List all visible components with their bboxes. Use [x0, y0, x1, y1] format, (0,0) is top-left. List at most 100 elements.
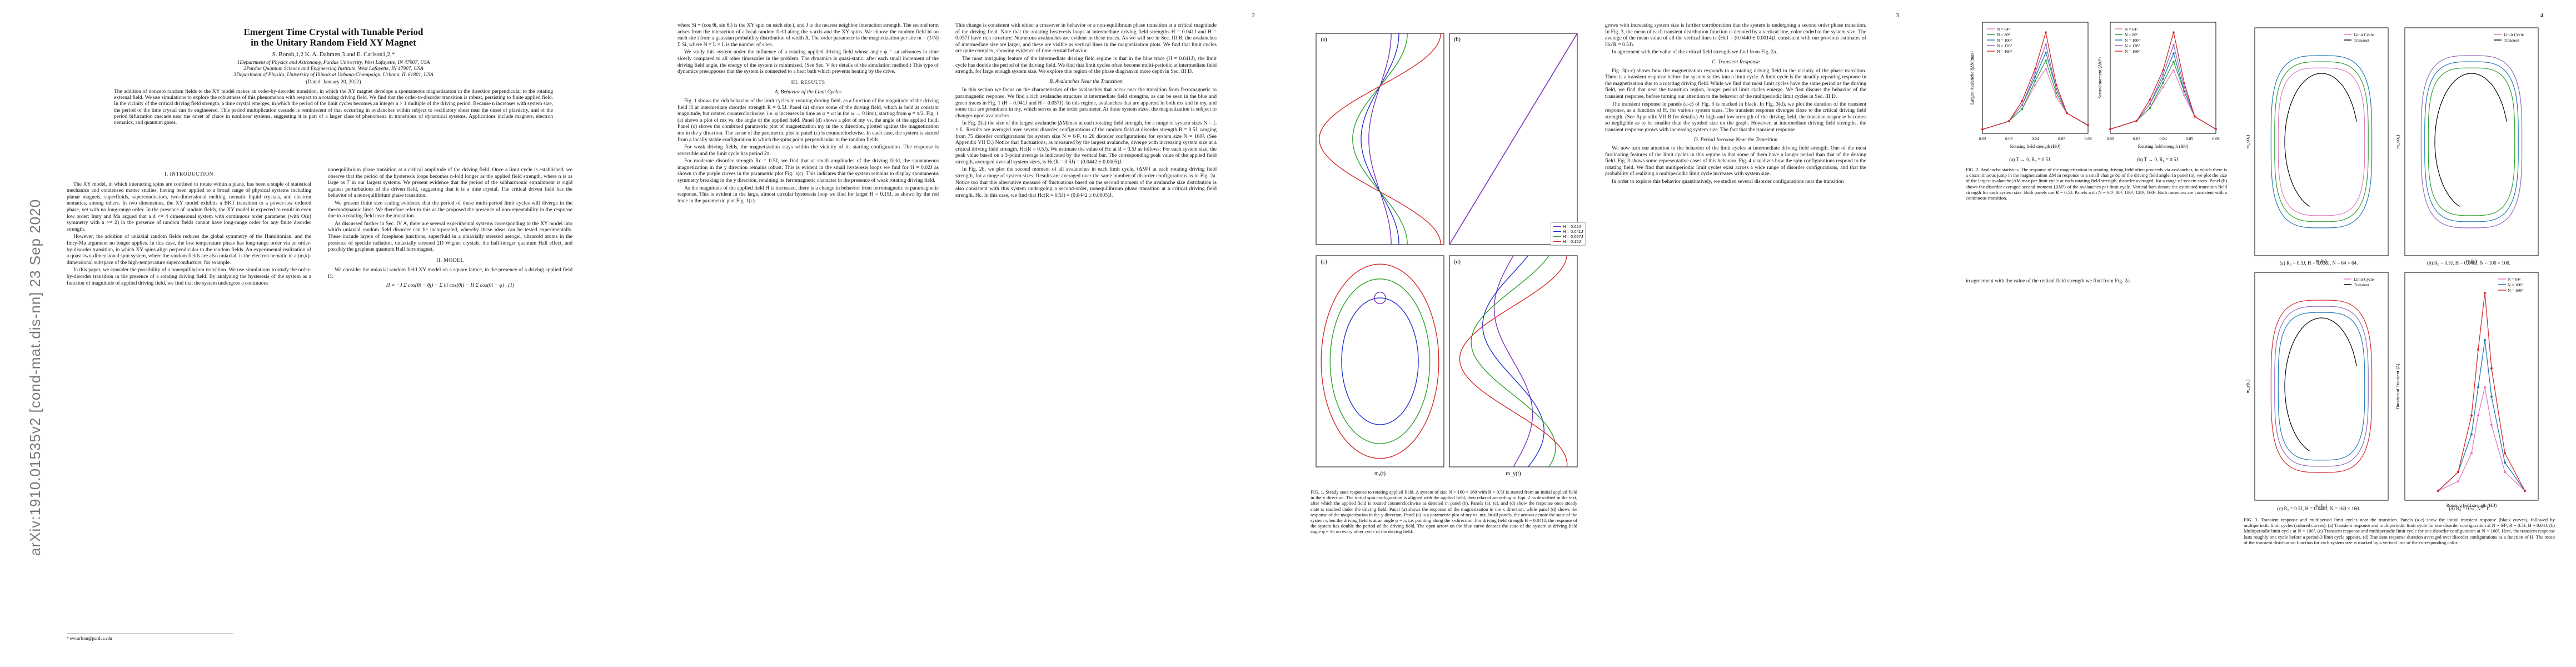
paragraph: The most intriguing feature of the inter…	[955, 55, 1217, 75]
legend-label: Limit Cycle	[2504, 32, 2524, 37]
affiliations: 1Department of Physics and Astronomy, Pu…	[233, 60, 434, 78]
series-line	[1982, 51, 2089, 130]
figure-3-caption: FIG. 3. Transient response and multiperi…	[2244, 517, 2555, 545]
data-point	[2194, 115, 2196, 118]
data-point	[2135, 120, 2138, 122]
figure-3-panel-frame	[2254, 272, 2389, 501]
tick-label: 0.03	[2005, 136, 2012, 141]
figure-3b-label: (b) R₀ = 0.5J, H = 0.040J, N = 100 × 100…	[2427, 260, 2510, 266]
figure-2-caption: FIG. 2. Avalanche statistics. The respon…	[1966, 167, 2227, 201]
x-axis-label: Rotating field strength (H/J)	[2010, 144, 2061, 149]
data-point	[2162, 82, 2164, 84]
data-point	[2007, 120, 2010, 122]
figure-1-caption: FIG. 1. Steady state response to rotatin…	[1311, 489, 1577, 535]
series-line	[2438, 293, 2525, 491]
tick-label: 0.05	[2058, 136, 2065, 141]
page-3: 3 (a) (b) (c) (d) mₓ(t) m_y(t) H = 0.02J H = …	[1288, 0, 1932, 667]
legend-label: Transient	[2354, 282, 2370, 287]
legend-label: N = 100²	[2508, 282, 2523, 287]
legend-label: N = 64²	[1997, 27, 2010, 32]
limit-cycle-line	[2428, 67, 2515, 216]
data-point	[2162, 69, 2164, 72]
figure-2-panel-frame	[1982, 22, 2089, 134]
subsection-heading: A. Behavior of the Limit Cycles	[774, 89, 842, 96]
series-line	[1471, 255, 1556, 467]
data-point	[2066, 112, 2068, 115]
series-line	[1982, 59, 2089, 130]
data-point	[2162, 86, 2164, 88]
section-heading: II. MODEL	[436, 257, 464, 263]
paragraph: For weak driving fields, the magnetizati…	[677, 144, 939, 157]
y-axis-label: Largest Avalanche ⟨|ΔM|max⟩	[1970, 51, 1975, 105]
subsection-heading: C. Transient Response	[1711, 58, 1760, 65]
paragraph: in agreement with the value of the criti…	[1966, 278, 2131, 284]
legend-label: N = 160²	[2508, 288, 2523, 293]
paragraph: In Fig. 2(a) the size of the largest ava…	[955, 120, 1217, 165]
series-line	[1368, 33, 1392, 245]
data-point	[2484, 386, 2486, 389]
figure-3-panel-frame	[2254, 27, 2389, 256]
arxiv-id: arXiv:1910.01535v2 [cond-mat.dis-nn] 23 …	[27, 198, 43, 556]
paragraph: In Fig. 2b, we plot the second moment of…	[955, 166, 1217, 198]
legend-label: N = 80²	[1997, 32, 2010, 37]
data-point	[2162, 77, 2164, 80]
limit-cycle-line	[2420, 55, 2523, 228]
data-point	[2149, 98, 2151, 101]
legend-label: N = 64²	[2125, 27, 2138, 32]
y-axis-label: m_y(t₀)	[2245, 135, 2250, 148]
x-axis-label: mₓ(t)	[1374, 471, 1386, 477]
figure-2a-label: (a) T → 0, R₀ = 0.5J	[2009, 157, 2050, 162]
figure-3a-label: (a) R₀ = 0.5J, H = 0.038J, N = 64 × 64.	[2279, 260, 2358, 266]
data-point	[2034, 79, 2036, 82]
data-point	[2173, 61, 2175, 63]
series-line	[1361, 33, 1399, 245]
x-axis-label: mₓ(t₀)	[2316, 503, 2327, 508]
data-point	[2045, 51, 2047, 54]
y-axis-label: Second moment ⟨ΔM²⟩	[2097, 57, 2102, 99]
page-number: 2	[1252, 12, 1255, 19]
figure-2: 0.02 0.03 0.04 0.05 0.06 Rotating field stren…	[1966, 17, 2221, 156]
data-point	[2490, 395, 2493, 398]
data-point	[2470, 452, 2473, 455]
figure-3: Limit Cycle Transient mₓ(t₀) m_y(t₀) Limit C…	[2244, 22, 2544, 522]
footnote: * ewcarlson@purdue.edu	[67, 634, 233, 641]
paragraph: Fig. 3(a-c) shows how the magnetization …	[1605, 67, 1866, 99]
paragraph: In this section we focus on the characte…	[955, 87, 1217, 119]
transient-line	[2284, 73, 2357, 207]
data-point	[2034, 67, 2036, 70]
legend-label: Limit Cycle	[2354, 32, 2374, 37]
paragraph: As discussed further in Sec. IV A, there…	[328, 220, 572, 253]
paragraph: In this paper, we consider the possibili…	[67, 267, 311, 286]
figure-1-plots: (a) (b) (c) (d) mₓ(t) m_y(t)	[1316, 33, 1578, 477]
series-line	[2438, 387, 2525, 491]
paragraph: In agreement with the value of the criti…	[1612, 49, 1777, 56]
paragraph: The XY model, in which interacting spins…	[67, 181, 311, 232]
series-line	[1374, 291, 1386, 305]
data-point	[2470, 414, 2473, 417]
paragraph: As the magnitude of the applied field H …	[677, 185, 939, 204]
series-line	[1493, 255, 1533, 467]
x-axis-label: mₓ(t₀)	[2467, 258, 2477, 263]
page-number: 3	[1896, 12, 1900, 19]
legend-label: H = 0.15J	[1563, 239, 1581, 244]
page-4: 4 0.02 0.03 0.04 0.05 0.06 Rotating field str…	[1932, 0, 2576, 667]
series-line	[1352, 33, 1408, 245]
data-point	[2034, 72, 2036, 74]
data-point	[2490, 367, 2493, 370]
data-point	[2021, 100, 2024, 102]
panel-label: (c)	[1321, 259, 1327, 265]
data-point	[2034, 83, 2036, 86]
figure-3-panel-frame	[2404, 27, 2539, 256]
limit-cycle-line	[2274, 61, 2369, 222]
x-axis-label: mₓ(t₀)	[2316, 258, 2327, 263]
page-number: 4	[2540, 12, 2544, 19]
arxiv-stamp: arXiv:1910.01535v2 [cond-mat.dis-nn] 23 …	[10, 78, 43, 556]
paragraph: grows with increasing system size is fur…	[1605, 22, 1866, 48]
paper-title: Emergent Time Crystal with Tunable Perio…	[243, 27, 423, 48]
tick-label: 0.04	[2031, 136, 2039, 141]
paragraph: The transient response in panels (a-c) o…	[1605, 101, 1866, 133]
data-point	[1981, 128, 1984, 131]
series-line	[1329, 278, 1431, 444]
legend-label: H = 0.041J	[1563, 229, 1583, 234]
limit-cycle-line	[2424, 61, 2519, 222]
